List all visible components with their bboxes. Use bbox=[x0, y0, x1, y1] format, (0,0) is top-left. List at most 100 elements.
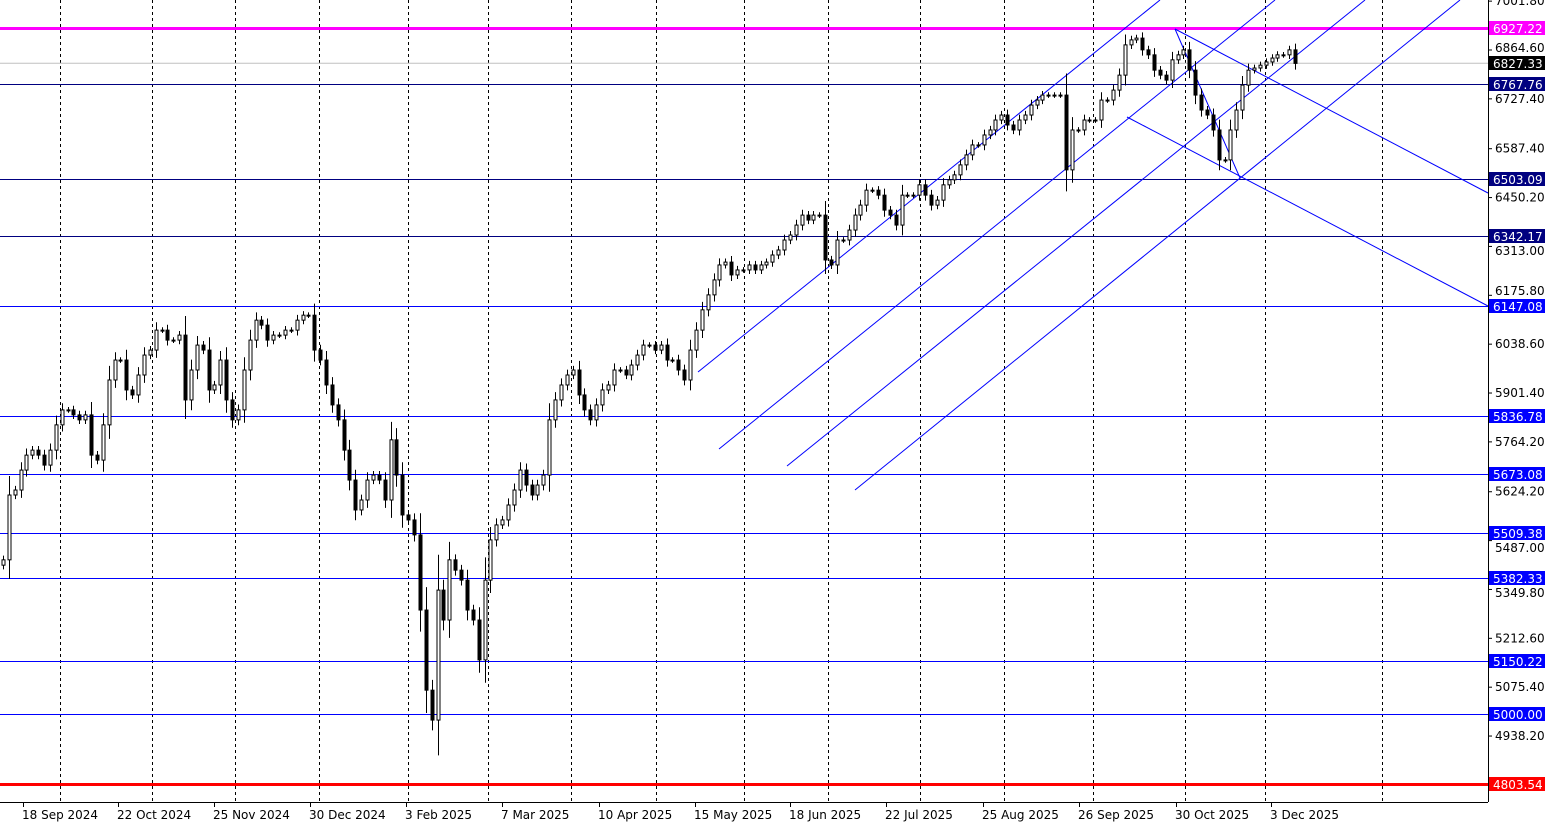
channel-line-2[interactable] bbox=[786, 0, 1366, 467]
candle bbox=[353, 469, 358, 521]
time-axis: 18 Sep 2024 22 Oct 2024 25 Nov 2024 30 Dec … bbox=[22, 802, 1339, 822]
candle bbox=[588, 404, 593, 426]
price-tick-label: 7001.80 bbox=[1495, 0, 1545, 8]
channel-line-1-lower[interactable] bbox=[718, 0, 1276, 450]
candle bbox=[970, 139, 975, 161]
candle bbox=[559, 378, 564, 407]
candle bbox=[1134, 34, 1139, 44]
candle bbox=[113, 352, 118, 388]
candle bbox=[670, 357, 675, 363]
candle bbox=[729, 256, 734, 281]
candle-body-bull bbox=[212, 384, 217, 391]
candle-body-bull bbox=[706, 294, 711, 311]
candle bbox=[582, 388, 587, 417]
candle-body-bear bbox=[77, 414, 82, 421]
candle bbox=[148, 345, 153, 360]
candle-body-bear bbox=[183, 334, 188, 401]
candle bbox=[571, 365, 576, 380]
level-price-label-bg bbox=[1489, 299, 1545, 313]
candle-body-bull bbox=[518, 469, 523, 491]
candle bbox=[447, 541, 452, 638]
candle bbox=[377, 470, 382, 485]
candle bbox=[1029, 99, 1034, 121]
candle-body-bull bbox=[1017, 119, 1022, 131]
descending-line-1[interactable] bbox=[1174, 28, 1489, 194]
candle bbox=[312, 303, 317, 362]
level-price-label-bg bbox=[1489, 707, 1545, 721]
current-price-label: 6827.33 bbox=[1493, 57, 1543, 71]
level-labels: 6927.22 6767.76 6503.09 6342.17 6147.08 5836.… bbox=[1489, 21, 1545, 792]
candle-body-bear bbox=[882, 194, 887, 211]
candle-body-bull bbox=[512, 489, 517, 506]
price-tick-label: 4938.20 bbox=[1495, 729, 1545, 743]
channel-line-1-upper[interactable] bbox=[697, 0, 1161, 373]
candle bbox=[500, 515, 505, 530]
candle bbox=[1117, 68, 1122, 97]
candle-body-bull bbox=[694, 329, 699, 351]
candle-body-bull bbox=[136, 374, 141, 396]
candle bbox=[759, 260, 764, 275]
candle-body-bear bbox=[453, 559, 458, 571]
date-tick-label: 26 Sep 2025 bbox=[1078, 808, 1154, 822]
candle-body-bull bbox=[547, 419, 552, 476]
candle bbox=[829, 255, 834, 270]
price-tick-label: 6450.20 bbox=[1495, 191, 1545, 205]
candle bbox=[1164, 71, 1169, 85]
candle bbox=[183, 316, 188, 419]
candle-body-bear bbox=[400, 474, 405, 516]
candle bbox=[201, 340, 206, 355]
candle bbox=[1176, 50, 1181, 64]
current-price-label-bg bbox=[1489, 56, 1545, 70]
candle-body-bear bbox=[265, 324, 270, 341]
candle-body-bull bbox=[488, 539, 493, 581]
candle-body-bear bbox=[929, 194, 934, 206]
candle bbox=[218, 350, 223, 395]
candle-body-bear bbox=[1211, 114, 1216, 131]
candle bbox=[817, 212, 822, 218]
candle-body-bull bbox=[1181, 49, 1186, 56]
candle-body-bear bbox=[424, 609, 429, 691]
candle-body-bear bbox=[888, 209, 893, 216]
candle-body-bull bbox=[1281, 54, 1286, 57]
candle-body-bull bbox=[1099, 99, 1104, 121]
level-price-label: 6147.08 bbox=[1493, 300, 1543, 314]
candle bbox=[764, 258, 769, 269]
candle-body-bull bbox=[988, 129, 993, 136]
candle-body-bull bbox=[535, 484, 540, 496]
candle bbox=[512, 483, 517, 512]
candle bbox=[465, 569, 470, 621]
candle bbox=[982, 129, 987, 151]
candle-body-bull bbox=[999, 114, 1004, 121]
candle-body-bear bbox=[383, 479, 388, 501]
candle-body-bull bbox=[1093, 119, 1098, 122]
price-tick-label: 5212.60 bbox=[1495, 631, 1545, 645]
candle-body-bull bbox=[1252, 67, 1257, 71]
candle-body-bear bbox=[1158, 69, 1163, 76]
candle bbox=[823, 201, 828, 275]
candle-body-bull bbox=[30, 449, 35, 456]
candle-body-bull bbox=[177, 334, 182, 341]
level-price-label: 6503.09 bbox=[1493, 173, 1543, 187]
date-tick-label: 10 Apr 2025 bbox=[598, 808, 672, 822]
candle bbox=[254, 312, 259, 348]
descending-line-2[interactable] bbox=[1126, 116, 1489, 307]
price-tick-label: 6864.60 bbox=[1495, 41, 1545, 55]
candle bbox=[776, 245, 781, 260]
candle bbox=[835, 230, 840, 275]
candle-body-bull bbox=[1058, 94, 1063, 97]
candle bbox=[629, 359, 634, 381]
candle-body-bear bbox=[418, 534, 423, 611]
candle bbox=[653, 340, 658, 355]
candle bbox=[1264, 58, 1269, 69]
date-tick-label: 18 Sep 2024 bbox=[22, 808, 98, 822]
candle-body-bear bbox=[1064, 94, 1069, 171]
candle-body-bull bbox=[1082, 119, 1087, 131]
candle bbox=[917, 179, 922, 201]
candle-body-bull bbox=[1134, 37, 1139, 41]
candle bbox=[441, 579, 446, 631]
candle-body-bear bbox=[353, 479, 358, 511]
candle bbox=[947, 175, 952, 189]
candle-body-bull bbox=[1270, 57, 1275, 63]
channel-line-3[interactable] bbox=[854, 0, 1461, 491]
price-tick-label: 6727.40 bbox=[1495, 92, 1545, 106]
